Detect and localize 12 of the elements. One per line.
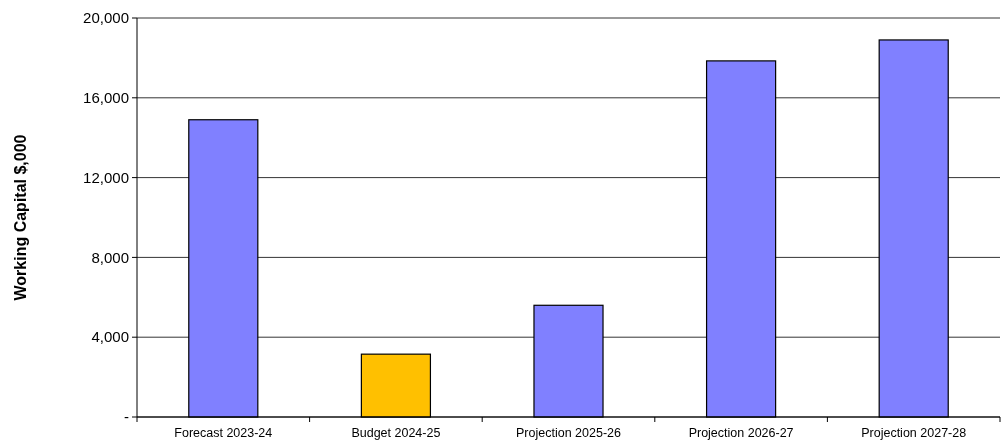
y-tick-label: - [124, 408, 129, 426]
x-tick-label: Projection 2026-27 [688, 426, 794, 440]
y-tick-label: 20,000 [83, 9, 129, 27]
x-tick-label: Projection 2025-26 [516, 426, 622, 440]
y-tick-label: 16,000 [83, 89, 129, 107]
x-tick-label: Budget 2024-25 [351, 426, 441, 440]
x-tick-label: Projection 2027-28 [861, 426, 967, 440]
x-tick-label: Forecast 2023-24 [174, 426, 273, 440]
y-tick-label: 4,000 [91, 328, 129, 346]
y-tick-label: 8,000 [91, 248, 129, 266]
y-axis-title: Working Capital $,000 [12, 134, 29, 301]
y-tick-label: 12,000 [83, 168, 129, 186]
